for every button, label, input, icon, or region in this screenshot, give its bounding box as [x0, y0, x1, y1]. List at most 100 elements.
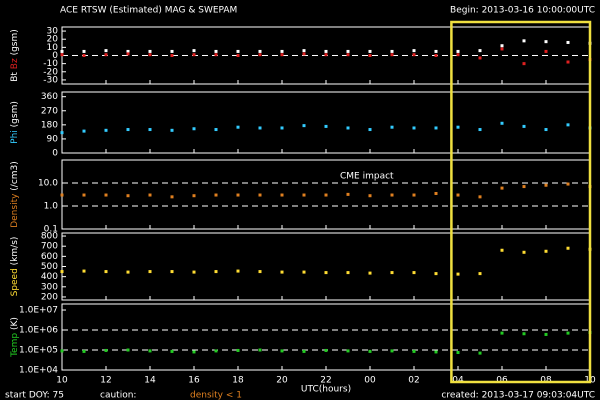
annotation: CME impact: [340, 172, 394, 182]
y-tick-label: 10: [47, 43, 59, 53]
data-point: [412, 126, 416, 130]
data-point: [368, 49, 372, 53]
data-point: [478, 351, 482, 355]
data-point: [566, 246, 570, 250]
data-point: [236, 193, 240, 197]
data-point: [258, 270, 262, 274]
data-point: [170, 349, 174, 353]
data-point: [148, 49, 152, 53]
data-point: [126, 194, 130, 198]
data-point: [566, 331, 570, 335]
data-point: [346, 53, 350, 57]
data-point: [236, 54, 240, 57]
data-point: [544, 249, 548, 253]
data-point: [280, 270, 284, 274]
data-point: [302, 124, 306, 128]
data-point: [500, 331, 504, 335]
data-point: [302, 49, 306, 53]
data-point: [170, 128, 174, 132]
data-point: [390, 49, 394, 53]
data-point: [346, 192, 350, 196]
data-point: [60, 131, 64, 135]
panel-frame: [61, 232, 591, 301]
legend-entry: Speed: [10, 268, 20, 296]
y-tick-label: 0: [52, 149, 58, 159]
x-axis-label: UTC(hours): [301, 385, 351, 395]
y-tick-label: 1.0E+06: [19, 326, 58, 336]
data-point: [192, 49, 196, 53]
data-point: [522, 62, 526, 66]
data-point: [126, 52, 130, 56]
y-tick-label: 0: [52, 51, 58, 61]
data-point: [280, 49, 284, 53]
data-point: [544, 40, 548, 44]
y-tick-label: -20: [43, 67, 58, 77]
data-point: [214, 270, 218, 274]
data-point: [170, 49, 174, 53]
data-point: [500, 121, 504, 125]
footer-caution: caution:: [100, 391, 136, 400]
data-point: [60, 349, 64, 353]
y-axis-label: Density (/cm3): [10, 161, 20, 228]
data-point: [82, 269, 86, 273]
data-point: [390, 349, 394, 353]
data-point: [192, 194, 196, 198]
data-point: [478, 56, 482, 60]
data-point: [522, 185, 526, 189]
data-point: [236, 125, 240, 129]
data-point: [434, 350, 438, 354]
data-point: [258, 348, 262, 352]
x-tick-label: 18: [232, 376, 244, 386]
panel-frame: [61, 91, 591, 154]
panel-frame: [61, 303, 591, 371]
data-point: [148, 53, 152, 57]
data-point: [566, 182, 570, 186]
y-tick-label: 700: [41, 242, 58, 252]
x-tick-label: 22: [320, 376, 331, 386]
legend-entry: Density: [10, 193, 20, 228]
data-point: [148, 193, 152, 197]
data-point: [104, 49, 108, 53]
x-tick-label: 06: [496, 376, 508, 386]
data-point: [60, 49, 64, 53]
data-point: [126, 128, 130, 132]
data-point: [500, 44, 504, 48]
y-tick-label: 400: [41, 272, 58, 282]
x-tick-label: 20: [276, 376, 288, 386]
y-tick-label: 90: [47, 134, 59, 144]
x-tick-label: 04: [452, 376, 464, 386]
y-tick-label: -10: [43, 59, 58, 69]
data-point: [236, 49, 240, 53]
data-point: [148, 349, 152, 353]
data-point: [324, 53, 328, 57]
data-point: [412, 193, 416, 197]
data-point: [522, 250, 526, 254]
data-point: [82, 193, 86, 197]
data-point: [478, 49, 482, 53]
y-unit: (gsm): [10, 29, 20, 55]
data-point: [522, 332, 526, 336]
data-point: [192, 127, 196, 131]
data-point: [566, 40, 570, 44]
y-tick-label: 500: [41, 262, 58, 272]
data-point: [368, 271, 372, 275]
data-point: [258, 126, 262, 130]
y-tick-label: 360: [41, 92, 58, 102]
data-point: [412, 349, 416, 353]
data-point: [368, 54, 372, 57]
x-tick-label: 14: [144, 376, 156, 386]
x-tick-label: 00: [364, 376, 376, 386]
data-point: [324, 271, 328, 275]
data-point: [544, 128, 548, 132]
data-point: [478, 128, 482, 132]
data-point: [456, 193, 460, 197]
data-point: [412, 271, 416, 275]
data-point: [544, 49, 548, 53]
y-tick-label: 1.0E+05: [19, 346, 58, 356]
data-point: [126, 270, 130, 274]
data-point: [434, 272, 438, 276]
y-tick-label: 180: [41, 120, 58, 130]
data-point: [192, 270, 196, 274]
data-point: [192, 350, 196, 354]
